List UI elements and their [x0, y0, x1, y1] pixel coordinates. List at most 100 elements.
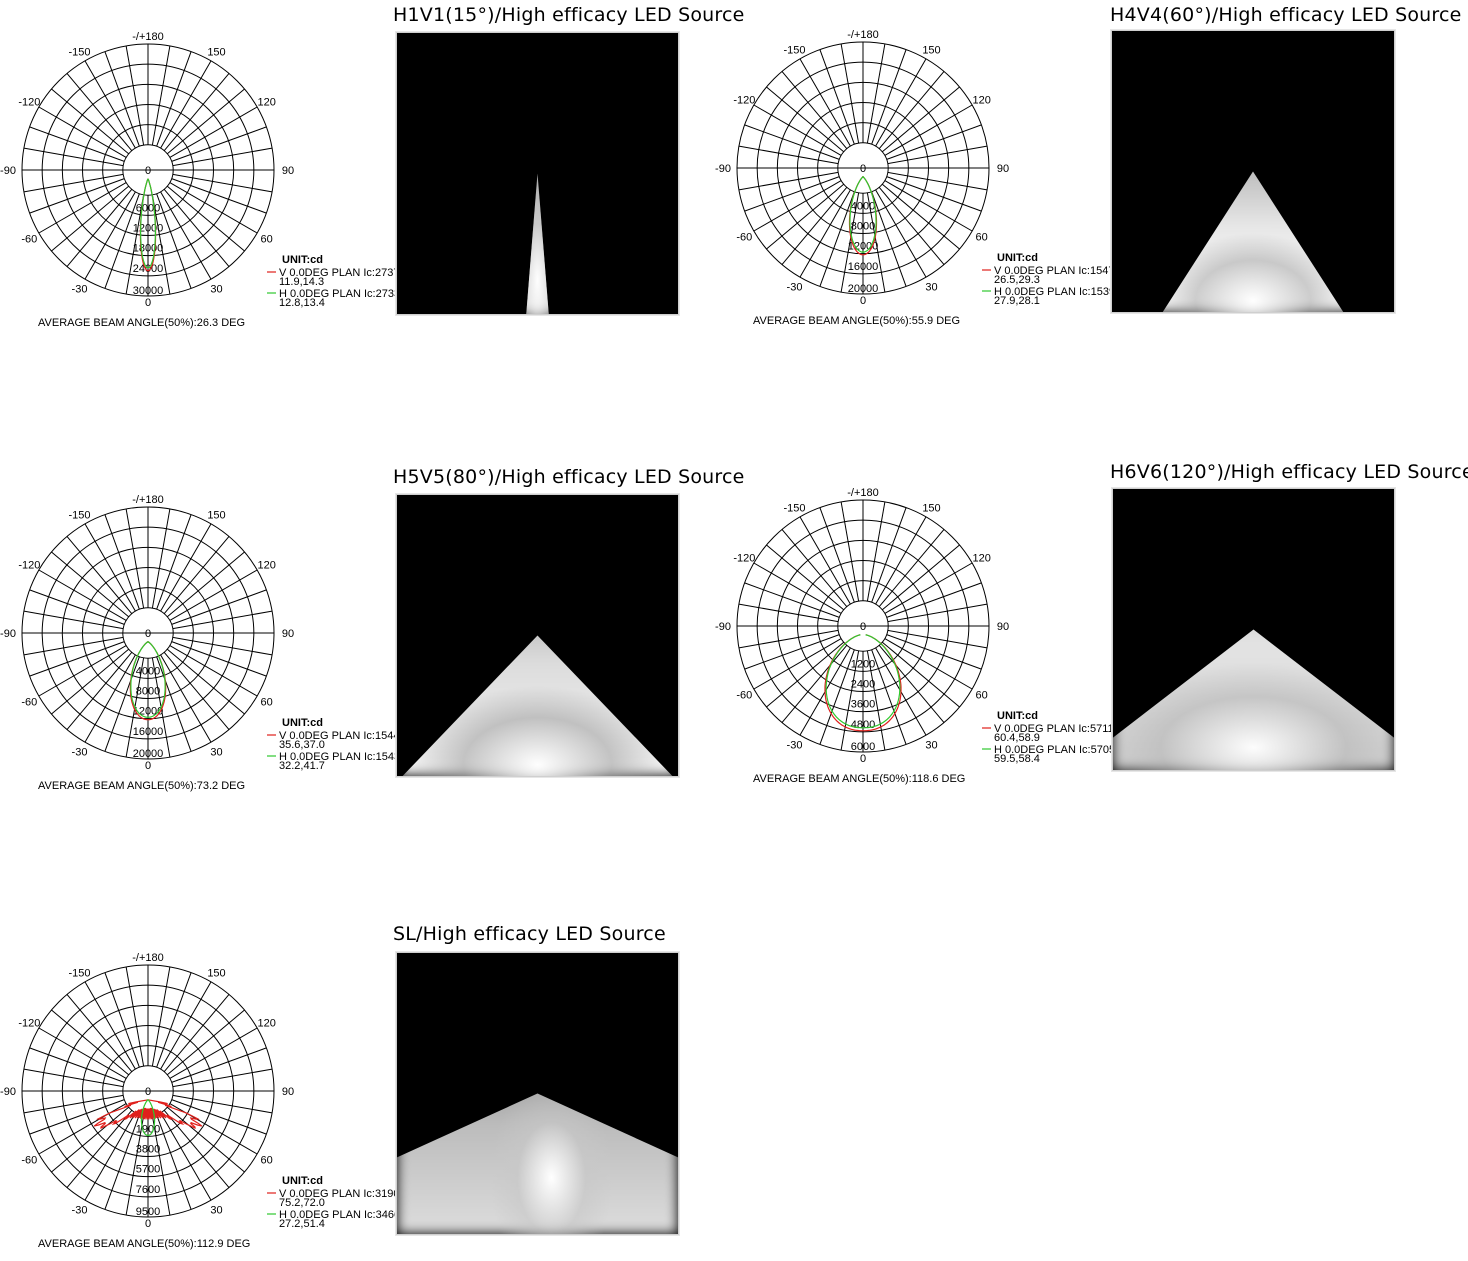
- polar-spoke: [51, 648, 130, 715]
- polar-spoke: [163, 188, 230, 267]
- polar-spoke: [744, 634, 840, 670]
- polar-spoke: [163, 73, 230, 152]
- angle-label: -30: [787, 740, 803, 752]
- ring-value-label: 8000: [851, 221, 875, 233]
- polar-spoke: [738, 603, 839, 623]
- ring-value-label: 20000: [848, 283, 879, 295]
- ring-value-label: 4000: [851, 200, 875, 212]
- angle-label: -150: [783, 502, 805, 514]
- ring-value-label: 12000: [133, 223, 164, 235]
- polar-spoke: [166, 185, 245, 252]
- polar-spoke: [84, 1112, 136, 1201]
- angle-label: -60: [736, 232, 752, 244]
- polar-spoke: [753, 562, 842, 614]
- angle-label: 90: [282, 628, 294, 640]
- polar-spoke: [887, 145, 988, 165]
- legend-angles: 75.2,72.0: [279, 1197, 325, 1209]
- polar-spoke: [23, 636, 124, 656]
- ring-value-label: 4800: [851, 719, 875, 731]
- beam-glow: [526, 173, 549, 314]
- polar-spoke: [84, 60, 136, 149]
- angle-label: 0: [860, 753, 866, 765]
- ring-value-label: 16000: [848, 261, 879, 273]
- polar-chart-h1v1: -/+180 -150 150 -120 120 -90 90 -60 60 -30 30 0 0 600…: [0, 20, 420, 340]
- angle-label: -60: [21, 697, 37, 709]
- ring-value-label: 8000: [136, 686, 160, 698]
- beam-glow: [397, 1093, 678, 1234]
- polar-spoke: [104, 193, 140, 289]
- series-h-curve: [130, 641, 166, 718]
- polar-spoke: [163, 1109, 230, 1188]
- beam-glow: [1162, 171, 1344, 312]
- polar-spoke: [38, 182, 127, 234]
- polar-spoke: [871, 649, 907, 745]
- ring-value-label: 5700: [136, 1164, 160, 1176]
- beam-title-h4v4: H4V4(60°)/High efficacy LED Source: [1110, 4, 1462, 26]
- polar-spoke: [125, 966, 145, 1067]
- angle-label: -150: [68, 509, 90, 521]
- angle-label: -90: [715, 163, 731, 175]
- angle-label: 30: [210, 284, 222, 296]
- polar-spoke: [819, 507, 855, 603]
- polar-spoke: [156, 514, 192, 610]
- polar-spoke: [29, 641, 125, 677]
- polar-spoke: [171, 589, 267, 625]
- polar-spoke: [169, 106, 258, 158]
- angle-label: -30: [72, 1205, 88, 1217]
- angle-label: -150: [68, 46, 90, 58]
- angle-label: 60: [976, 690, 988, 702]
- legend-angles: 60.4,58.9: [994, 732, 1040, 744]
- ring-value-label: 3800: [136, 1144, 160, 1156]
- polar-spoke: [886, 176, 982, 212]
- polar-spoke: [156, 51, 192, 147]
- legend-entry: H 0.0DEG PLAN Ic:15434: [279, 751, 406, 763]
- polar-spoke: [84, 191, 136, 280]
- angle-label: -90: [0, 165, 16, 177]
- polar-spoke: [171, 1047, 267, 1083]
- beam-image-h1v1: [396, 32, 679, 315]
- polar-spoke: [753, 104, 842, 156]
- ring-value-label: 24000: [133, 263, 164, 275]
- ring-value-label: 4000: [136, 665, 160, 677]
- polar-spoke: [29, 178, 125, 214]
- legend-entry: V 0.0DEG PLAN Ic:5711: [994, 723, 1114, 735]
- polar-spoke: [799, 189, 851, 278]
- angle-label: 120: [972, 553, 990, 565]
- ring-value-label: 1200: [851, 658, 875, 670]
- polar-spoke: [156, 193, 192, 289]
- ring-value-label: 6000: [136, 202, 160, 214]
- unit-label: UNIT:cd: [282, 254, 323, 266]
- polar-svg: -/+180 -150 150 -120 120 -90 90 -60 60 -30 30 0 0 190…: [0, 952, 400, 1250]
- polar-spoke: [166, 648, 245, 715]
- angle-label: 150: [922, 502, 940, 514]
- ring-value-label: 6000: [851, 741, 875, 753]
- polar-spoke: [156, 656, 192, 752]
- angle-label: -120: [733, 95, 755, 107]
- angle-label: -60: [736, 690, 752, 702]
- polar-spoke: [38, 1027, 127, 1079]
- unit-label: UNIT:cd: [997, 710, 1038, 722]
- polar-spoke: [51, 1106, 130, 1173]
- polar-spoke: [875, 58, 927, 147]
- polar-spoke: [766, 544, 845, 611]
- polar-spoke: [171, 641, 267, 677]
- polar-spoke: [66, 188, 133, 267]
- legend-angles: 12.8,13.4: [279, 297, 325, 309]
- legend-entry: H 0.0DEG PLAN Ic:15398: [994, 286, 1121, 298]
- polar-spoke: [172, 1068, 273, 1088]
- angle-label: -30: [72, 747, 88, 759]
- polar-spoke: [744, 124, 840, 160]
- polar-spoke: [29, 1047, 125, 1083]
- polar-spoke: [104, 514, 140, 610]
- polar-spoke: [104, 972, 140, 1068]
- polar-spoke: [169, 645, 258, 697]
- series-h-curve: [139, 178, 157, 269]
- polar-spoke: [169, 1027, 258, 1079]
- polar-spoke: [766, 641, 845, 708]
- polar-chart-sl: -/+180 -150 150 -120 120 -90 90 -60 60 -30 30 0 0 190…: [0, 941, 420, 1261]
- polar-spoke: [871, 191, 907, 287]
- polar-spoke: [172, 610, 273, 630]
- center-label: 0: [860, 163, 866, 175]
- polar-spoke: [169, 182, 258, 234]
- angle-label: 120: [257, 97, 275, 109]
